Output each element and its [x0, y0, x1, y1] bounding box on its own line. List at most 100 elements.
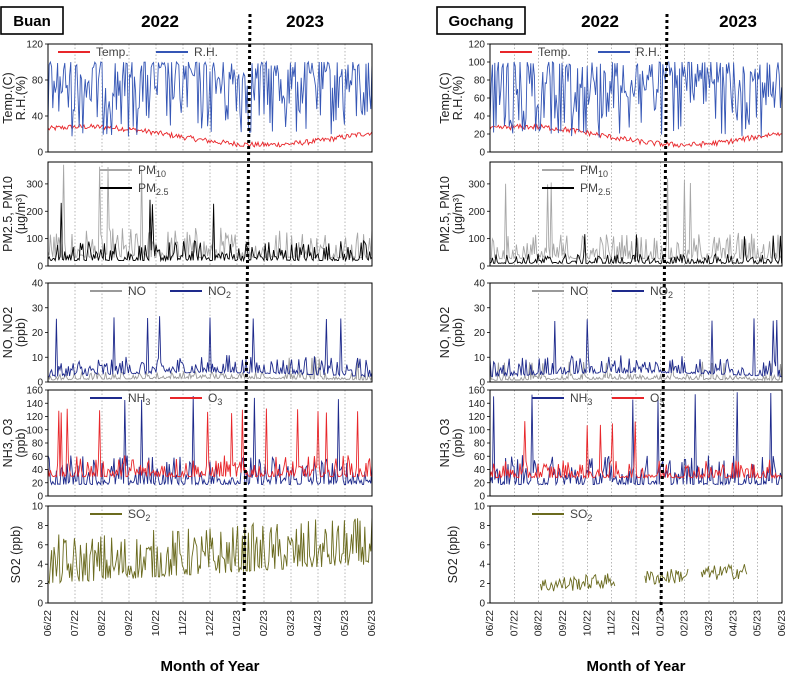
- x-tick-label: 06/23: [366, 610, 378, 636]
- year-label-2022: 2022: [581, 12, 619, 31]
- legend-label: R.H.: [636, 45, 660, 59]
- panel-pm: 0 100 200 300 PM2.5, PM10 (µg/m³) PM10 PM2.5: [1, 161, 373, 273]
- y-tick-label: 140: [26, 399, 43, 410]
- x-tick-label: 08/22: [533, 610, 545, 636]
- legend-label: Temp.: [96, 45, 129, 59]
- y-axis-label: (ppb): [451, 428, 465, 457]
- y-tick-label: 60: [32, 452, 44, 463]
- x-tick-label: 04/23: [727, 610, 739, 636]
- y-tick-label: 20: [474, 130, 486, 141]
- y-tick-label: 140: [468, 399, 485, 410]
- y-tick-label: 4: [37, 560, 43, 571]
- series-so2-line: [47, 516, 373, 585]
- y-axis-label: PM2.5, PM10: [1, 176, 15, 252]
- legend-label: NH3: [570, 391, 592, 407]
- y-tick-label: 200: [26, 207, 43, 218]
- panel-frame: [47, 505, 373, 604]
- x-tick-label: 05/23: [339, 610, 351, 636]
- year-divider-line: [242, 13, 252, 613]
- panel-nox: 0 10 20 30 40 NO, NO2 (ppb) NO NO2: [1, 279, 373, 389]
- x-tick-label: 07/22: [508, 610, 520, 636]
- y-tick-label: 100: [468, 58, 485, 69]
- site-label: Buan: [13, 13, 51, 30]
- y-axis-label: (µg/m³): [14, 194, 28, 235]
- y-tick-label: 80: [474, 76, 486, 87]
- y-axis-label: (ppb): [451, 318, 465, 347]
- x-tick-label: 03/23: [285, 610, 297, 636]
- y-tick-label: 160: [26, 386, 43, 397]
- y-tick-label: 6: [479, 540, 485, 551]
- y-tick-label: 60: [474, 94, 486, 105]
- y-axis-label: SO2 (ppb): [446, 526, 460, 584]
- y-axis-label: NH3, O3: [438, 419, 452, 468]
- y-axis-label: (ppb): [14, 428, 28, 457]
- y-tick-label: 8: [479, 521, 485, 532]
- y-axis-label: PM2.5, PM10: [438, 176, 452, 252]
- panel-frame: [489, 505, 783, 604]
- series-r-h--line: [489, 60, 783, 138]
- y-tick-label: 300: [26, 179, 43, 190]
- y-tick-label: 0: [479, 262, 485, 273]
- panel-nh3o3: 0 20 40 60 80 100 120 140 160 NH3, O3 (ppb) NH3 O3: [438, 386, 783, 503]
- year-divider-line: [659, 13, 669, 613]
- legend-label: Temp.: [538, 45, 571, 59]
- x-tick-label: 04/23: [312, 610, 324, 636]
- panel-nh3o3: 0 20 40 60 80 100 120 140 160 NH3, O3 (ppb) NH3 O3: [1, 386, 373, 503]
- x-tick-label: 11/22: [606, 610, 618, 636]
- y-tick-label: 120: [26, 40, 43, 51]
- y-tick-label: 0: [479, 148, 485, 159]
- panel-met: 0 40 80 120 Temp.(C) R.H.(%) Temp. R.H.: [1, 40, 373, 159]
- series-no-line: [47, 357, 373, 382]
- x-tick-label: 01/23: [654, 610, 666, 636]
- y-tick-label: 10: [474, 353, 486, 364]
- series-o3-line: [489, 421, 782, 480]
- x-tick-label: 07/22: [69, 610, 81, 636]
- series-pm10-line: [47, 164, 373, 260]
- x-tick-label: 10/22: [150, 610, 162, 636]
- year-label-2023: 2023: [719, 12, 757, 31]
- y-tick-label: 0: [479, 599, 485, 610]
- site-label-box: [0, 6, 64, 35]
- y-tick-label: 0: [479, 492, 485, 503]
- y-axis-label: (µg/m³): [451, 194, 465, 235]
- series-no-line: [489, 361, 783, 382]
- series-pm2-5-line: [489, 234, 783, 265]
- y-tick-label: 10: [32, 502, 44, 513]
- y-tick-label: 100: [26, 425, 43, 436]
- legend-label: SO2: [570, 507, 592, 523]
- y-tick-label: 10: [474, 502, 486, 513]
- y-tick-label: 120: [468, 40, 485, 51]
- y-tick-label: 40: [32, 279, 44, 290]
- legend-label: PM10: [138, 163, 166, 179]
- legend-label: NH3: [128, 391, 150, 407]
- panel-frame: [489, 161, 783, 267]
- series-no2-line: [48, 316, 373, 378]
- panel-frame: [47, 161, 373, 267]
- y-tick-label: 60: [474, 452, 486, 463]
- y-axis-label: R.H.(%): [451, 76, 465, 120]
- x-axis-title: Month of Year: [587, 658, 686, 675]
- y-tick-label: 120: [468, 412, 485, 423]
- y-tick-label: 20: [474, 328, 486, 339]
- x-tick-label: 05/23: [752, 610, 764, 636]
- year-label-2023: 2023: [286, 12, 324, 31]
- x-tick-label: 02/23: [258, 610, 270, 636]
- y-tick-label: 2: [479, 579, 485, 590]
- series-temp--line: [47, 123, 373, 148]
- y-axis-label: SO2 (ppb): [9, 526, 23, 584]
- panel-nox: 0 10 20 30 40 NO, NO2 (ppb) NO NO2: [438, 279, 783, 389]
- y-tick-label: 4: [479, 560, 485, 571]
- y-tick-label: 20: [32, 478, 44, 489]
- panel-so2: 0 2 4 6 8 10 SO2 (ppb) SO2: [446, 502, 783, 610]
- x-tick-label: 06/22: [42, 610, 54, 636]
- x-tick-label: 06/23: [776, 610, 788, 636]
- x-tick-label: 10/22: [581, 610, 593, 636]
- y-tick-label: 120: [26, 412, 43, 423]
- legend-label: SO2: [128, 507, 150, 523]
- legend-label: NO: [128, 284, 146, 298]
- x-tick-label: 12/22: [630, 610, 642, 636]
- legend-label: O3: [650, 391, 664, 407]
- y-tick-label: 80: [32, 439, 44, 450]
